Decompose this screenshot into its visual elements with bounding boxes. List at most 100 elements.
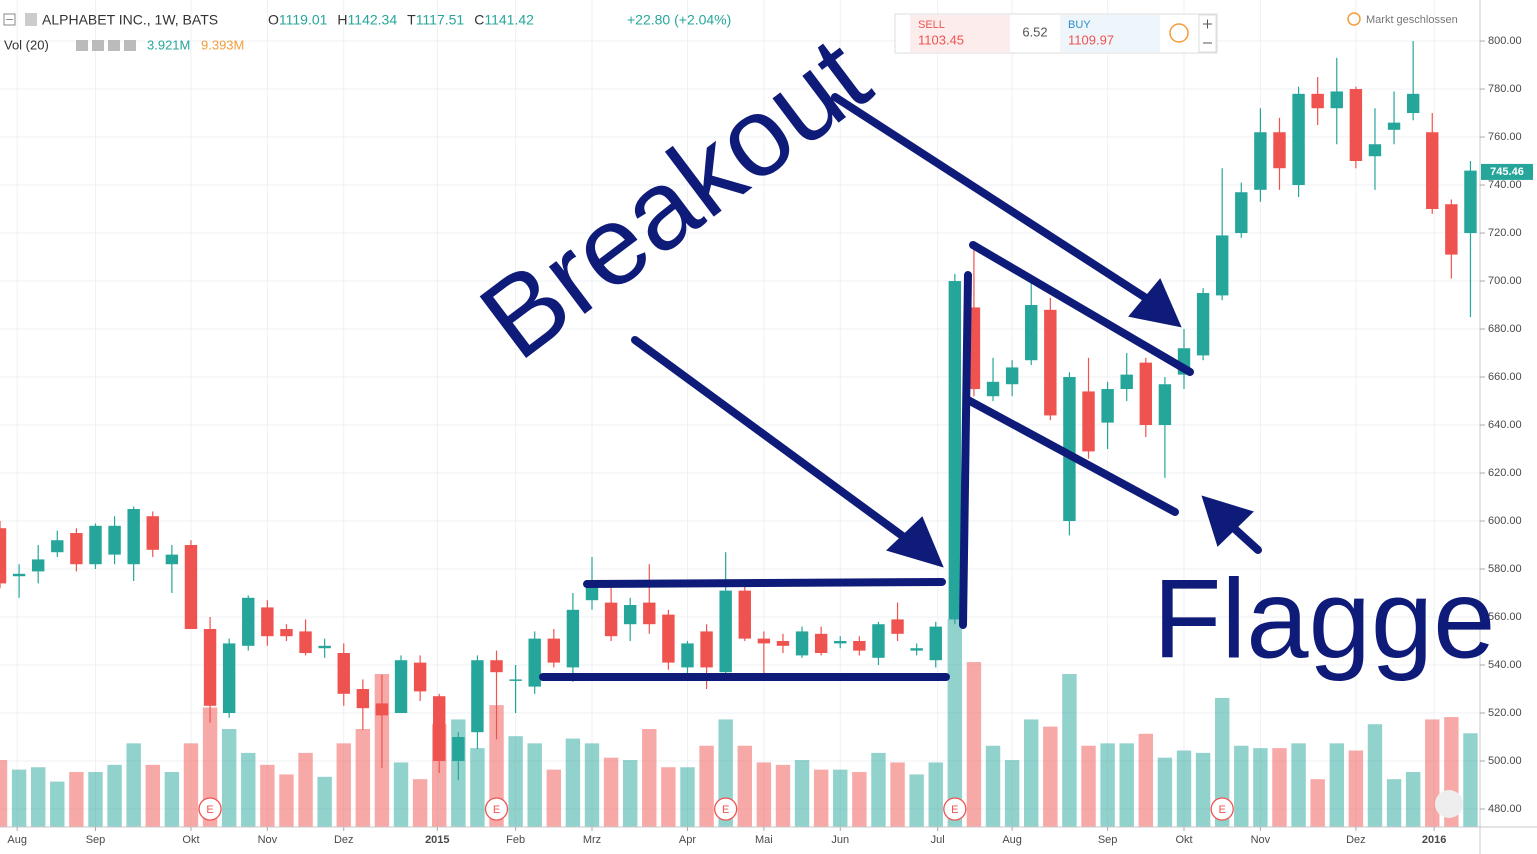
candle-body [452,737,465,762]
arrow-shaft [831,93,1150,302]
candle-body [719,590,732,673]
earnings-label: E [493,804,500,816]
candle-body [165,554,179,565]
candle-body [738,590,751,639]
volume-bar [393,762,409,827]
candle-body [1387,122,1401,130]
x-tick-label: Sep [1098,834,1118,846]
volume-bar [622,760,638,827]
candle-body [356,689,370,709]
candle-body [184,545,198,630]
candle-body [1044,309,1057,416]
x-tick-label: Feb [506,834,525,846]
y-tick-label: 520.00 [1488,707,1522,719]
annotation-breakout: Breakout [458,13,891,383]
y-tick-label: 480.00 [1488,803,1522,815]
x-tick-label: Apr [679,834,696,846]
candle-body [1368,144,1382,157]
volume-bar [1024,719,1039,827]
volume-bar [1138,733,1154,827]
arrow-head [886,516,944,568]
candle-body [681,643,694,668]
volume-bar [909,774,924,827]
candle-body [547,638,561,663]
indicator-icon[interactable] [76,40,88,51]
candle-body [1445,204,1458,255]
volume-bar [603,757,619,827]
volume-bar [183,743,199,827]
indicator-icon[interactable] [124,40,136,51]
volume-bar [279,774,294,827]
ohlc-value: 1117.51 [416,12,465,28]
volume-bar [336,743,351,827]
candle-body [1082,391,1095,452]
symbol[interactable]: ALPHABET INC., 1W, BATS [42,12,218,28]
x-tick-label: Okt [1175,834,1192,846]
candle-body [1215,235,1229,296]
scroll-button[interactable] [1435,790,1463,818]
earnings-label: E [1219,804,1226,816]
candle-body [31,559,45,572]
indicator-icon[interactable] [92,40,104,51]
grid [0,0,1480,827]
range-top-line [583,578,946,588]
status: Markt geschlossen [1366,14,1458,26]
y-tick-label: 660.00 [1488,371,1522,383]
volume-average: 9.393M [201,37,244,52]
candle-body [604,602,618,637]
candle-body [299,631,312,654]
candle-body [662,614,675,663]
collapse-icon[interactable] [3,13,16,26]
earnings-label: E [722,804,729,816]
candle-body [108,525,121,555]
candle-body [757,638,771,644]
x-tick-label: Aug [7,834,27,846]
ohlc-key: O [268,12,279,28]
volume-bar [546,769,562,827]
candle-body [929,626,942,661]
volume-bar [1214,697,1230,827]
volume-bar [298,752,313,827]
annotation-flagge: Flagge [1153,557,1495,682]
volume-bar [966,662,982,827]
volume-bar [489,705,504,827]
sell-button[interactable] [910,15,1010,52]
candle-body [51,540,64,553]
volume-name[interactable]: Vol (20) [4,37,49,52]
volume-bar [985,745,1001,827]
volume-bar [1310,779,1325,827]
volume-bar [1004,760,1020,827]
volume-bar [928,762,943,827]
volume-bar [126,743,141,827]
volume-bar [871,752,886,827]
ohlc-value: 1142.34 [348,12,398,28]
y-tick-label: 580.00 [1488,563,1522,575]
ohlc-key: C [474,12,484,28]
candle-body [1005,367,1019,385]
sell-price: 1103.45 [918,32,964,47]
indicator-icon[interactable] [108,40,120,51]
candle-body [1196,293,1210,356]
spread: 6.52 [1022,24,1047,39]
buy-button[interactable] [1060,15,1160,52]
volume-bar [30,767,46,827]
volume-bar [470,748,485,827]
candle-body [413,662,427,692]
y-tick-label: 540.00 [1488,659,1522,671]
volume-bar [1348,750,1364,827]
x-tick-label: Sep [86,834,106,846]
volume-bar [852,772,867,827]
change: +22.80 (+2.04%) [627,12,731,28]
info-icon[interactable] [1169,23,1189,43]
buy-price: 1109.97 [1068,32,1114,47]
candle-body [1273,132,1286,169]
volume-bar [1081,745,1096,827]
sell-label: SELL [918,19,945,31]
volume-bar [661,767,676,827]
volume-bar [412,779,428,827]
volume-bar [260,764,275,827]
arrow-head [1128,278,1182,328]
x-tick-label: Dez [1346,834,1366,846]
candle-body [1235,192,1248,234]
candle-body [222,643,236,714]
